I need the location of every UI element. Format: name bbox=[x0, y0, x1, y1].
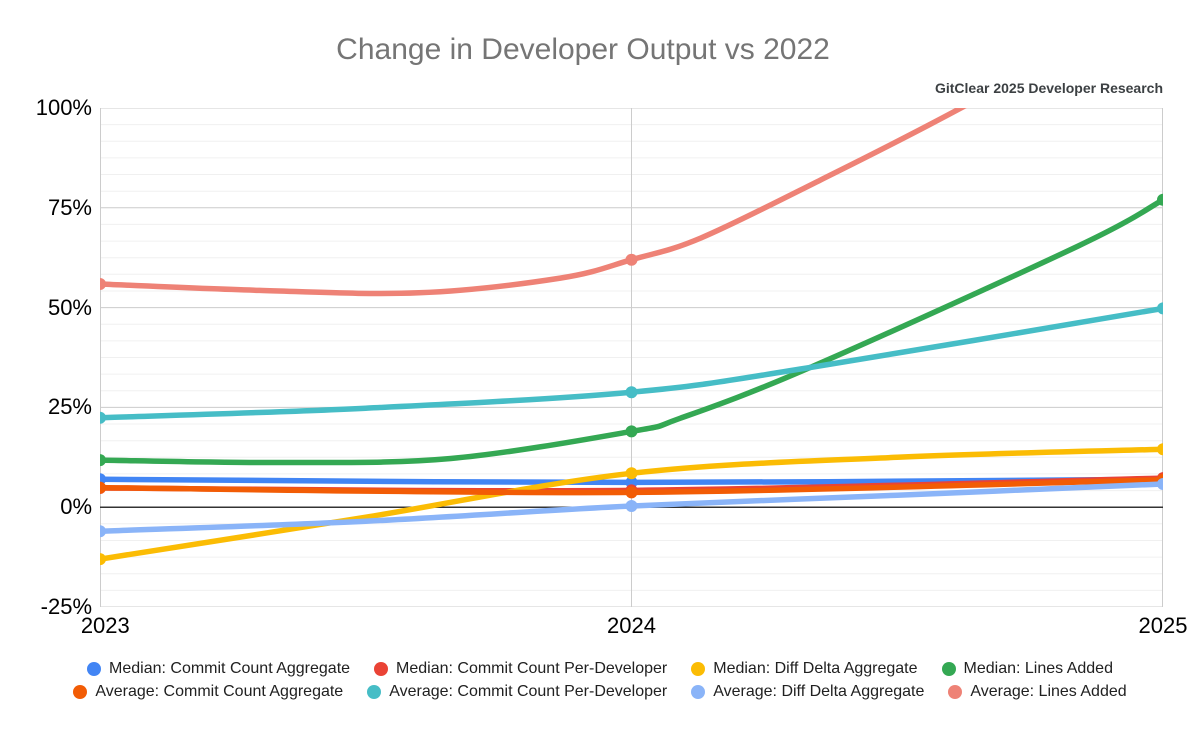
data-point-average-commit-count-per-developer bbox=[100, 411, 106, 424]
chart-title: Change in Developer Output vs 2022 bbox=[336, 33, 830, 66]
y-axis-tick-label: 0% bbox=[60, 494, 92, 520]
data-point-median-diff-delta-aggregate bbox=[625, 467, 638, 480]
y-axis-tick-label: 75% bbox=[47, 194, 92, 220]
legend-label: Average: Commit Count Aggregate bbox=[95, 683, 344, 700]
y-axis-tick-label: 100% bbox=[35, 95, 92, 120]
legend-item-average-commit-count-per-developer: Average: Commit Count Per-Developer bbox=[367, 683, 667, 701]
legend-item-average-lines-added: Average: Lines Added bbox=[948, 683, 1127, 701]
legend-label: Median: Commit Count Aggregate bbox=[109, 660, 351, 677]
legend-swatch-icon bbox=[941, 662, 956, 676]
y-axis-tick-label: 25% bbox=[47, 394, 92, 420]
plot-area bbox=[100, 108, 1163, 607]
data-point-median-diff-delta-aggregate bbox=[1157, 443, 1163, 456]
data-point-median-diff-delta-aggregate bbox=[100, 553, 106, 566]
legend-label: Average: Commit Count Per-Developer bbox=[389, 683, 668, 700]
chart-subtitle: GitClear 2025 Developer Research bbox=[934, 80, 1163, 96]
legend-row: Average: Commit Count Aggregate Average: … bbox=[73, 683, 1127, 701]
legend-swatch-icon bbox=[948, 685, 963, 699]
legend-row: Median: Commit Count Aggregate Median: Co… bbox=[87, 660, 1113, 678]
x-axis-tick-label: 2023 bbox=[80, 613, 130, 638]
data-point-average-diff-delta-aggregate bbox=[625, 500, 638, 512]
data-point-average-diff-delta-aggregate bbox=[1157, 478, 1163, 490]
y-axis-tick-label: -25% bbox=[40, 594, 92, 619]
legend-swatch-icon bbox=[73, 685, 88, 699]
legend-swatch-icon bbox=[691, 685, 706, 699]
legend-label: Median: Commit Count Per-Developer bbox=[396, 660, 668, 677]
y-axis-tick-label: 50% bbox=[47, 294, 92, 320]
data-point-average-commit-count-aggregate bbox=[100, 481, 106, 494]
plot-svg bbox=[100, 108, 1163, 607]
legend-swatch-icon bbox=[374, 662, 389, 676]
x-axis: 2023 2024 2025 bbox=[0, 613, 1200, 639]
legend-swatch-icon bbox=[87, 662, 102, 676]
legend-label: Average: Diff Delta Aggregate bbox=[713, 683, 925, 700]
data-point-average-commit-count-per-developer bbox=[1157, 302, 1163, 315]
legend-item-median-diff-delta-aggregate: Median: Diff Delta Aggregate bbox=[691, 660, 918, 678]
y-axis: 100% 75% 50% 25% 0% -25% bbox=[0, 95, 92, 619]
legend-item-average-diff-delta-aggregate: Average: Diff Delta Aggregate bbox=[691, 683, 924, 701]
legend-item-median-commit-count-per-developer: Median: Commit Count Per-Developer bbox=[374, 660, 667, 678]
legend-label: Average: Lines Added bbox=[970, 683, 1127, 700]
legend: Median: Commit Count Aggregate Median: Co… bbox=[0, 660, 1200, 701]
legend-swatch-icon bbox=[691, 662, 706, 676]
legend-label: Median: Diff Delta Aggregate bbox=[713, 660, 918, 677]
data-point-average-commit-count-aggregate bbox=[625, 486, 638, 499]
x-axis-tick-label: 2024 bbox=[607, 613, 656, 638]
data-point-average-lines-added bbox=[100, 278, 106, 290]
data-point-median-lines-added bbox=[1157, 193, 1163, 206]
x-axis-tick-label: 2025 bbox=[1138, 613, 1188, 638]
data-point-average-lines-added bbox=[625, 253, 638, 266]
data-point-median-lines-added bbox=[625, 425, 638, 438]
legend-item-median-lines-added: Median: Lines Added bbox=[941, 660, 1113, 678]
legend-item-average-commit-count-aggregate: Average: Commit Count Aggregate bbox=[73, 683, 343, 701]
legend-label: Median: Lines Added bbox=[963, 660, 1113, 677]
data-point-average-commit-count-per-developer bbox=[625, 386, 638, 399]
legend-item-median-commit-count-aggregate: Median: Commit Count Aggregate bbox=[87, 660, 350, 678]
series-line-median-lines-added bbox=[100, 197, 1163, 466]
data-point-average-diff-delta-aggregate bbox=[100, 525, 106, 538]
legend-swatch-icon bbox=[367, 685, 382, 699]
data-point-median-lines-added bbox=[100, 454, 106, 467]
